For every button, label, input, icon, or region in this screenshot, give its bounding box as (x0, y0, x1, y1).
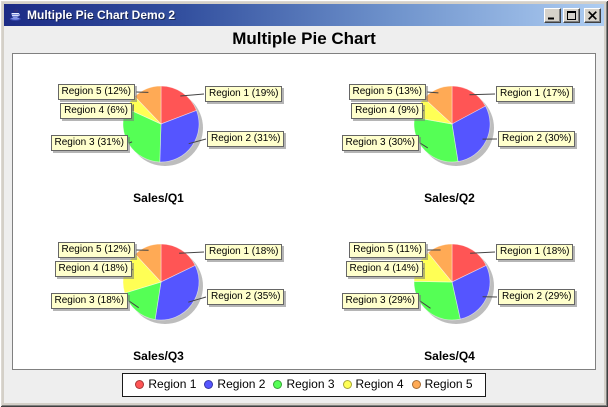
legend-box: Region 1 Region 2 Region 3 Region 4 Region 5 (122, 373, 486, 397)
legend-label: Region 4 (355, 377, 404, 391)
pie-slice-region-5 (427, 243, 453, 283)
pie-section-label: Region 4 (14%) (345, 261, 423, 277)
pie-section-label: Region 2 (30%) (498, 131, 576, 147)
pie-slice-region-3 (413, 281, 461, 321)
pie-section-label: Region 2 (29%) (498, 289, 576, 305)
pie-section-label: Region 5 (12%) (57, 242, 135, 258)
legend-label: Region 1 (148, 377, 197, 391)
subplot-title: Sales/Q4 (424, 349, 475, 363)
legend-item: Region 4 (342, 377, 404, 391)
pie-plot (122, 243, 207, 324)
pie-section-label: Region 5 (11%) (349, 242, 426, 258)
java-coffee-cup-icon (9, 7, 21, 21)
pie-section-label: Region 1 (18%) (205, 244, 283, 260)
pie-subplot-q2: Region 1 (17%) Region 2 (30%) Region 3 (30… (304, 54, 595, 211)
legend-swatch (342, 379, 352, 389)
pie-section-label: Region 5 (12%) (57, 84, 135, 100)
pie-subplot-q1: Region 1 (19%) Region 2 (31%) Region 3 (31… (13, 54, 304, 211)
leader-line (419, 142, 429, 149)
legend-item: Region 2 (204, 377, 265, 391)
pie-section-label: Region 4 (6%) (60, 103, 132, 119)
leader-line (188, 296, 207, 303)
pie-section-label: Region 3 (31%) (50, 135, 128, 151)
pie-section-label: Region 3 (30%) (341, 135, 419, 151)
pie-slice-region-1 (160, 85, 197, 125)
window-titlebar[interactable]: Multiple Pie Chart Demo 2 (4, 4, 604, 26)
legend-item: Region 3 (273, 377, 335, 391)
window-title: Multiple Pie Chart Demo 2 (27, 8, 176, 22)
pie-subplot-q3: Region 1 (18%) Region 2 (35%) Region 3 (18… (13, 212, 304, 369)
maximize-button[interactable] (563, 7, 580, 23)
subplot-title: Sales/Q1 (133, 191, 184, 205)
minimize-button[interactable] (544, 7, 561, 23)
legend-swatch (135, 379, 145, 389)
maximize-icon (567, 10, 576, 20)
subplot-title: Sales/Q2 (424, 191, 475, 205)
leader-line (419, 300, 431, 309)
leader-line (188, 138, 207, 145)
pie-subplot-q4: Region 1 (18%) Region 2 (29%) Region 3 (29… (304, 212, 595, 369)
legend-item: Region 1 (135, 377, 196, 391)
pie-slice-region-3 (413, 116, 459, 163)
close-button[interactable] (584, 7, 601, 23)
legend: Region 1 Region 2 Region 3 Region 4 Region 5 (4, 373, 604, 397)
leader-line (128, 141, 133, 144)
chart-title: Multiple Pie Chart (232, 29, 376, 48)
pie-slice-region-2 (154, 264, 200, 321)
subplot-title: Sales/Q3 (133, 349, 184, 363)
pie-section-label: Region 3 (29%) (341, 293, 419, 309)
legend-label: Region 5 (424, 377, 473, 391)
leader-line (470, 251, 496, 254)
pie-section-label: Region 2 (31%) (207, 131, 285, 147)
pie-plot (413, 243, 498, 324)
leader-line (469, 93, 496, 96)
legend-swatch (204, 379, 214, 389)
pie-plot (122, 85, 207, 166)
legend-swatch (411, 379, 421, 389)
pie-section-label: Region 3 (18%) (50, 293, 128, 309)
pie-slice-region-2 (159, 109, 200, 163)
plot-panel: Region 1 (19%) Region 2 (31%) Region 3 (31… (12, 53, 596, 370)
close-icon (588, 10, 597, 20)
pie-section-label: Region 2 (35%) (207, 289, 285, 305)
chart-canvas: Multiple Pie Chart Region 1 (19%) Region … (4, 26, 604, 403)
pie-section-label: Region 1 (19%) (205, 86, 283, 102)
window-controls (544, 7, 602, 23)
pie-section-label: Region 4 (18%) (54, 261, 132, 277)
pie-slice-region-5 (134, 243, 162, 283)
pie-plot (413, 85, 498, 166)
leader-line (179, 251, 205, 254)
pie-section-label: Region 4 (9%) (351, 103, 423, 119)
pie-section-label: Region 1 (18%) (496, 244, 574, 260)
legend-item: Region 5 (411, 377, 473, 391)
legend-swatch (273, 379, 283, 389)
legend-label: Region 3 (286, 377, 335, 391)
leader-line (128, 300, 139, 309)
leader-line (180, 93, 205, 97)
pie-section-label: Region 1 (17%) (496, 86, 574, 102)
pie-slice-region-2 (451, 264, 491, 320)
leader-line (426, 91, 439, 94)
pie-slice-region-2 (451, 105, 491, 162)
minimize-icon (548, 17, 554, 19)
pie-section-label: Region 5 (13%) (348, 84, 426, 100)
legend-label: Region 2 (217, 377, 266, 391)
pie-slice-region-1 (160, 243, 196, 283)
pie-slice-region-1 (451, 243, 487, 283)
